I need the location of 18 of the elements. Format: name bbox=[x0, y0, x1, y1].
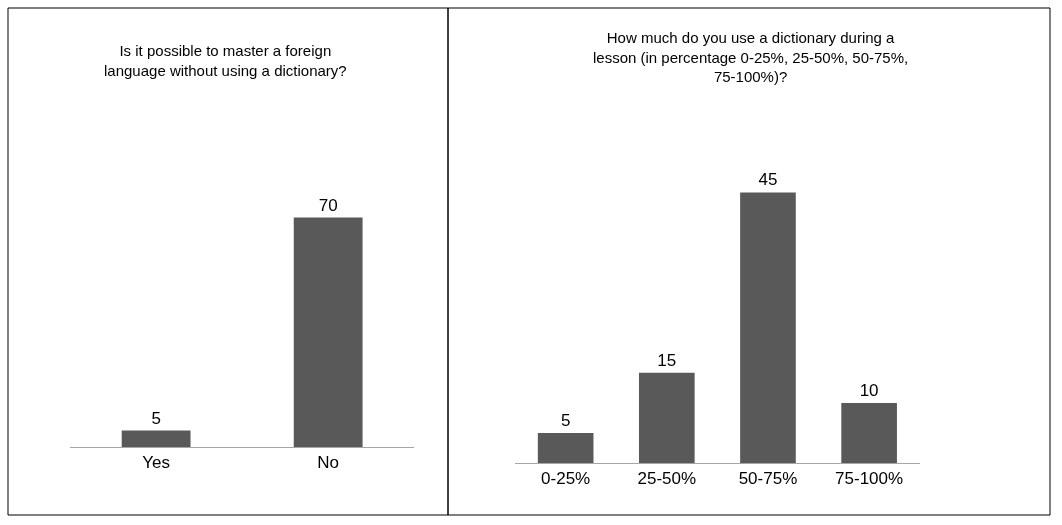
chart-title: How much do you use a dictionary during a lesson (in percentage 0-25%, 25-50%, 50-75%, 75-100%)? bbox=[593, 29, 909, 85]
x-tick-label: 75-100% bbox=[835, 469, 904, 489]
bar bbox=[740, 192, 796, 463]
data-label: 5 bbox=[151, 408, 161, 428]
bar bbox=[638, 372, 695, 463]
x-tick-label: 0-25% bbox=[541, 469, 591, 489]
chart-title: Is it possible to master a foreign language without using a dictionary? bbox=[104, 42, 347, 79]
data-label: 70 bbox=[318, 195, 338, 215]
data-label: 10 bbox=[859, 380, 879, 400]
bar bbox=[841, 402, 897, 463]
x-tick-label: 25-50% bbox=[637, 469, 697, 489]
data-label: 45 bbox=[758, 170, 778, 190]
x-tick-label: No bbox=[317, 453, 340, 473]
x-tick-label: Yes bbox=[142, 453, 170, 473]
x-tick-label: 50-75% bbox=[738, 469, 798, 489]
data-label: 15 bbox=[657, 350, 677, 370]
data-label: 5 bbox=[560, 410, 571, 430]
bar bbox=[537, 432, 594, 463]
